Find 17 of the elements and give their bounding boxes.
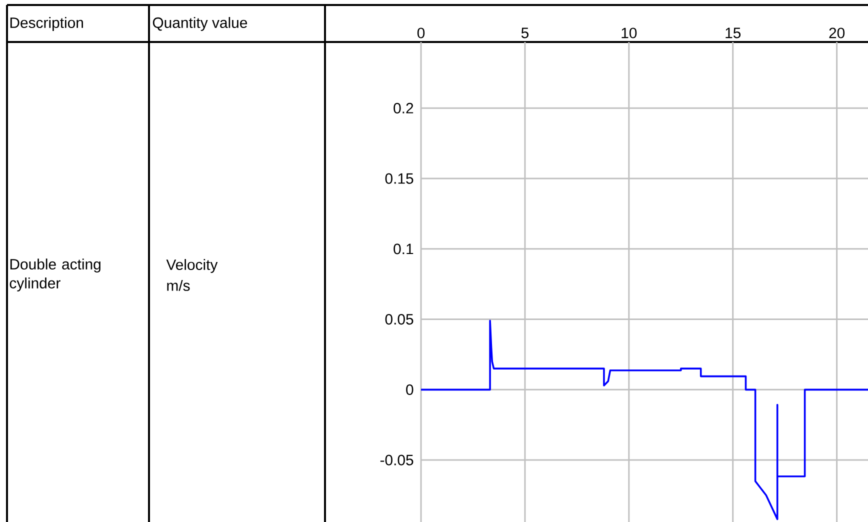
y-tick-label: 0.05 (385, 314, 414, 325)
text: Quantity value (152, 17, 248, 31)
y-tick-label: 0.1 (394, 244, 414, 254)
line-series (421, 320, 868, 520)
y-tick-label: -0.05 (380, 454, 414, 466)
x-tick-label: 15 (726, 28, 741, 38)
x-tick-label: 10 (622, 28, 637, 38)
text: Velocity (166, 259, 218, 273)
y-tick-label: 0.2 (394, 102, 414, 114)
x-tick-label: 0 (417, 28, 425, 38)
text: Description (10, 17, 83, 31)
x-tick-label: 5 (521, 28, 528, 38)
y-tick-label: 0 (406, 384, 414, 395)
text: Double acting cylinder (10, 258, 100, 292)
text: m/s (167, 280, 190, 291)
x-tick-label: 20 (829, 28, 845, 38)
y-tick-label: 0.15 (385, 173, 414, 184)
